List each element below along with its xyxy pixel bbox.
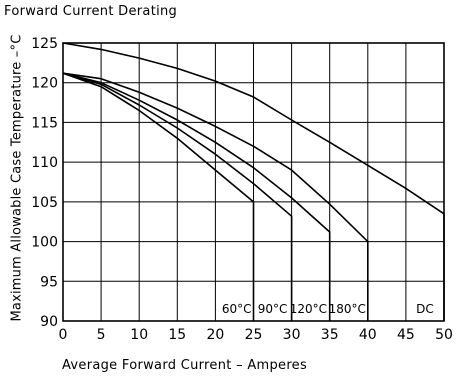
x-tick-label: 0 [59, 327, 68, 343]
series-line-120c [62, 72, 331, 321]
x-tick-label: 25 [245, 327, 263, 343]
plot-frame [62, 42, 445, 322]
x-tick-label: 35 [321, 327, 339, 343]
curve-label: 60°C [222, 302, 252, 316]
series-line-60c [62, 72, 255, 321]
x-tick-label: 5 [97, 327, 106, 343]
chart-title: Forward Current Derating [4, 4, 178, 19]
curve-label: DC [416, 302, 434, 316]
x-tick-label: 50 [435, 327, 453, 343]
x-tick-label: 15 [168, 327, 186, 343]
y-tick-label: 110 [31, 155, 58, 171]
x-tick-label: 40 [359, 327, 377, 343]
y-tick-label: 100 [31, 235, 58, 251]
x-tick-label: 10 [130, 327, 148, 343]
series-line-90c [62, 72, 293, 321]
x-tick-label: 20 [206, 327, 224, 343]
curve-label: 180°C [329, 302, 366, 316]
y-tick-label: 95 [40, 274, 58, 290]
curve-labels: 60°C 90°C 120°C 180°C DC [222, 302, 434, 316]
curve-label: 120°C [290, 302, 327, 316]
series-line-180c [62, 72, 369, 321]
tick-labels: 0 5 10 15 20 25 30 35 40 45 50 90 95 100 105 110 115 120 1… [31, 36, 453, 343]
x-tick-label: 30 [283, 327, 301, 343]
series-group [62, 42, 445, 321]
x-axis-label: Average Forward Current – Amperes [62, 358, 308, 373]
curve-label: 90°C [258, 302, 288, 316]
x-tick-label: 45 [397, 327, 415, 343]
y-tick-label: 105 [31, 195, 58, 211]
y-tick-label: 90 [40, 314, 58, 330]
y-tick-label: 125 [31, 36, 58, 52]
series-line-dc [62, 42, 445, 321]
y-tick-label: 120 [31, 76, 58, 92]
y-tick-label: 115 [31, 115, 58, 131]
